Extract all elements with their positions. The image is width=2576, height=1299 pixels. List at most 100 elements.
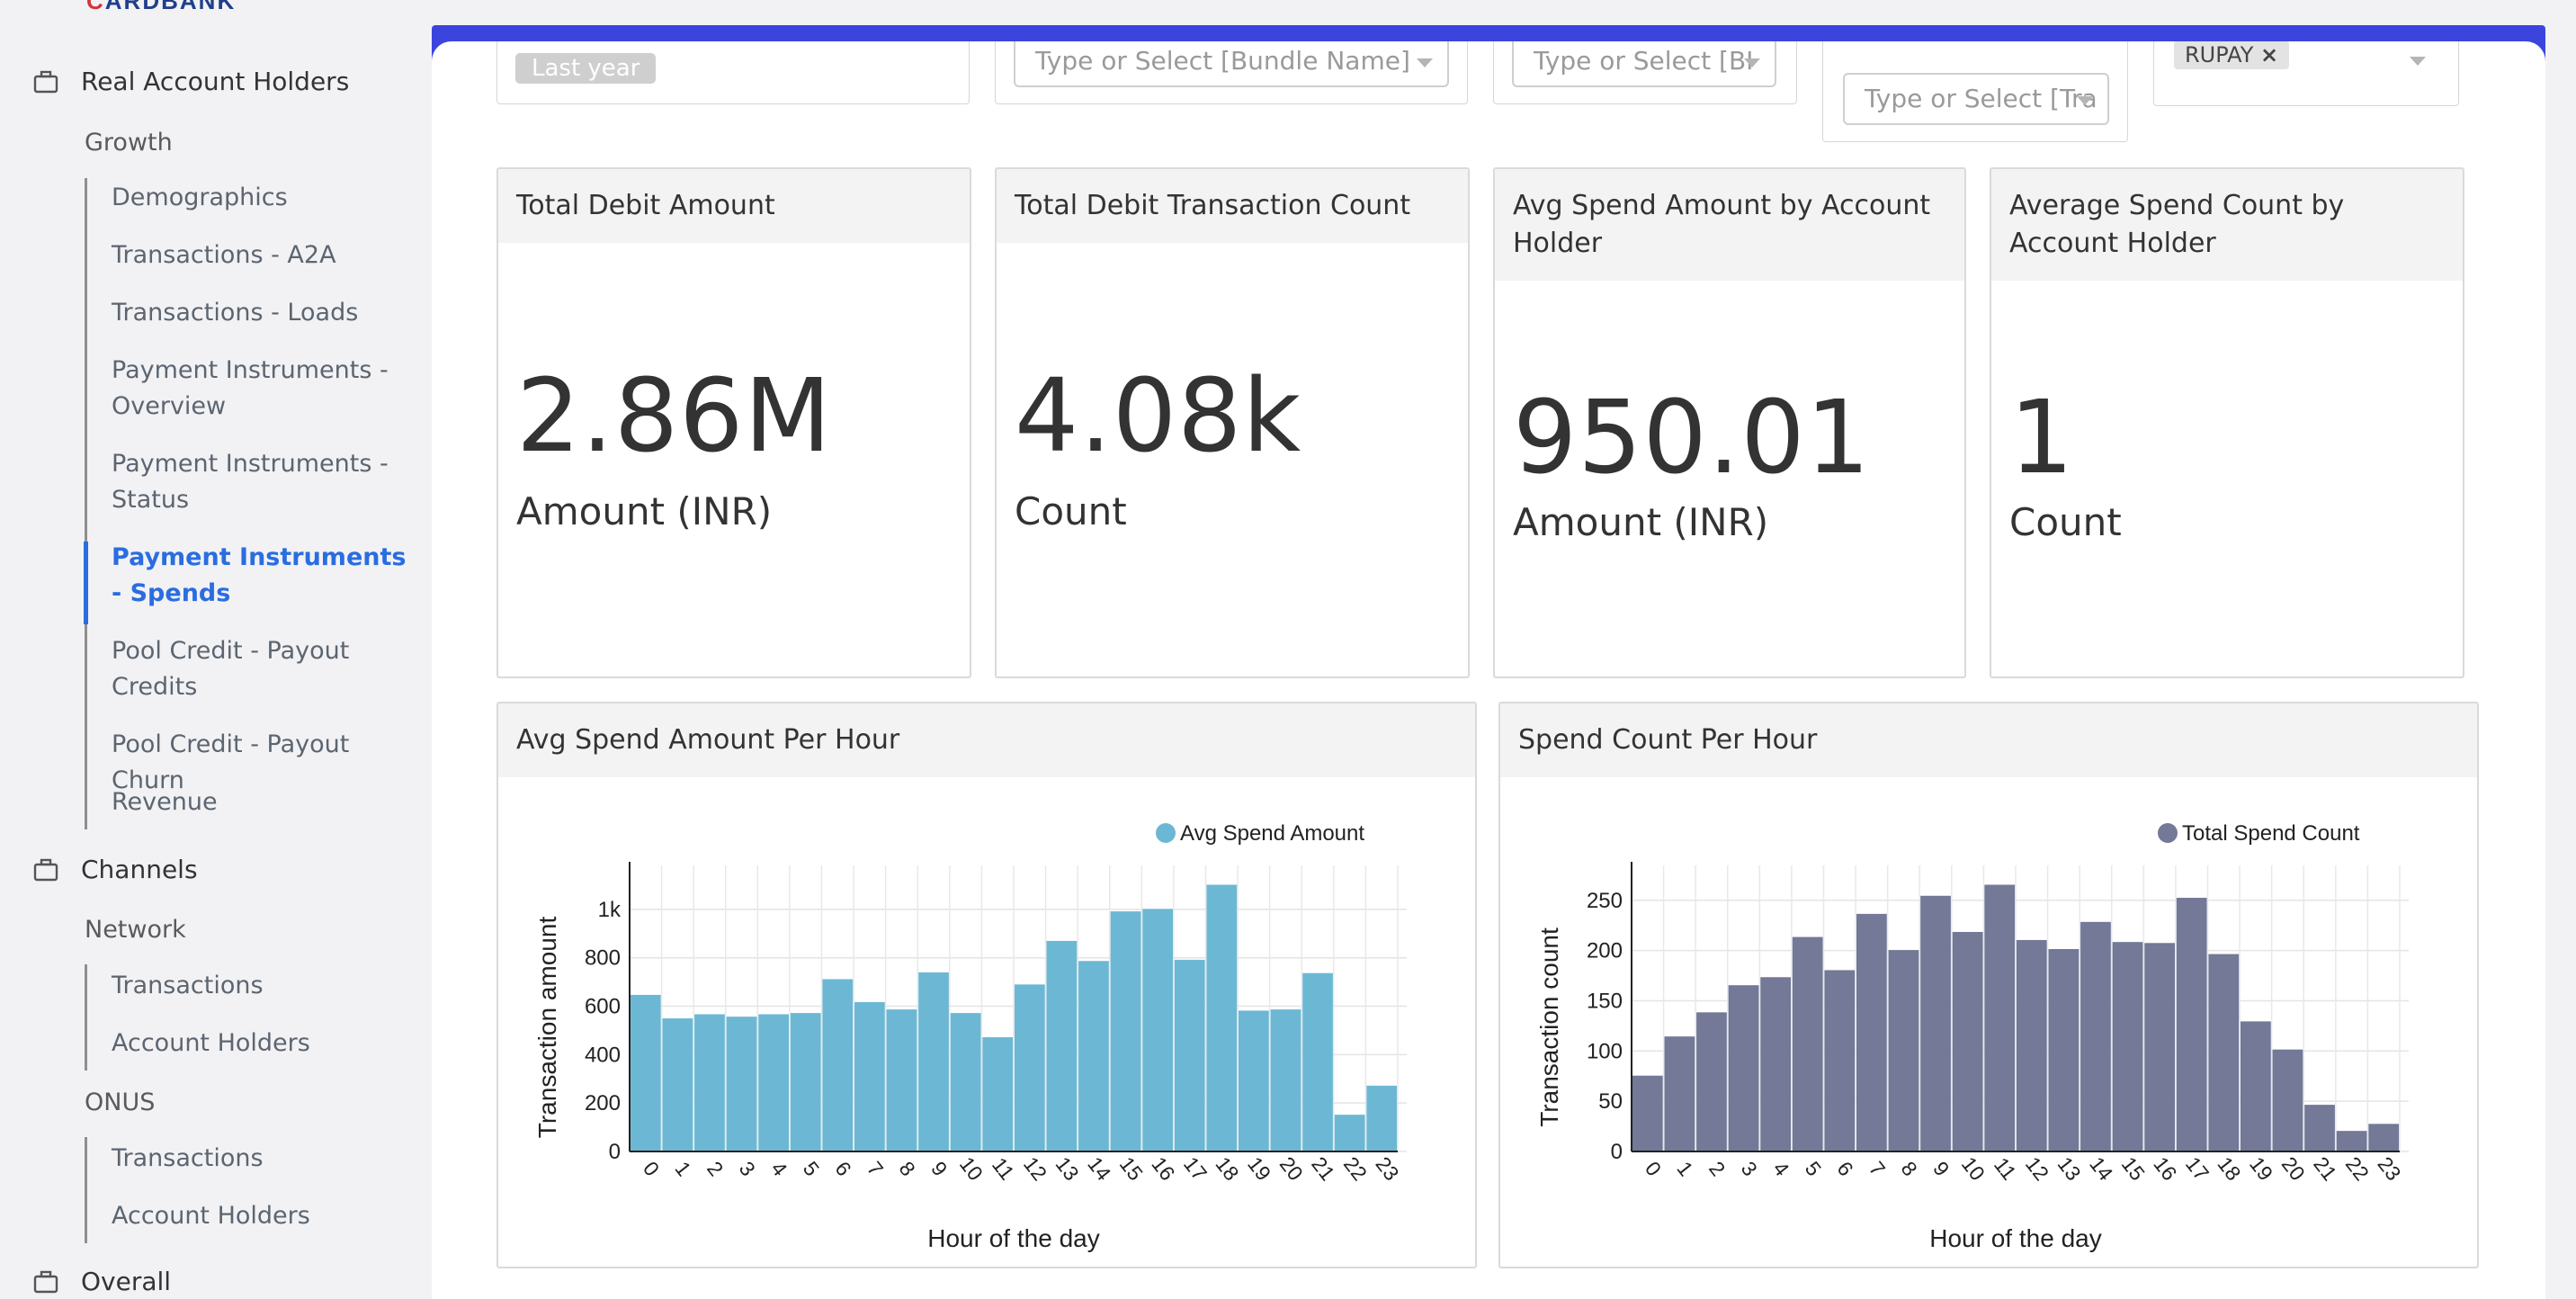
x-tick-label: 5 (1801, 1157, 1826, 1180)
x-tick-label: 4 (1768, 1157, 1793, 1180)
bar (1014, 984, 1045, 1152)
x-tick-label: 21 (2309, 1152, 2341, 1185)
sidebar-item-network-account-holders[interactable]: Account Holders (112, 1029, 310, 1057)
bar (1142, 909, 1173, 1152)
bar (2080, 921, 2111, 1152)
briefcase-icon (33, 1270, 58, 1293)
sidebar-section-label: Channels (81, 855, 198, 884)
bar (918, 972, 949, 1152)
kpi-unit: Count (2009, 500, 2122, 544)
filter-4-select[interactable]: Type or Select [Tra (1843, 73, 2109, 125)
kpi-value: 2.86M (516, 358, 833, 475)
y-tick-label: 400 (585, 1043, 621, 1067)
kpi-title: Total Debit Amount (498, 169, 970, 243)
sidebar-tree-line (84, 178, 88, 829)
filter-5-select[interactable]: RUPAY × (2174, 41, 2440, 87)
x-tick-label: 4 (766, 1157, 792, 1180)
bar (1760, 977, 1791, 1152)
x-tick-label: 14 (1083, 1152, 1115, 1185)
sidebar-item-onus-transactions[interactable]: Transactions (112, 1144, 264, 1172)
x-tick-label: 17 (1179, 1152, 1212, 1185)
time-range-chip[interactable]: Last year (515, 53, 657, 84)
sidebar-group-growth[interactable]: Growth (85, 129, 173, 157)
x-tick-label: 7 (863, 1157, 888, 1180)
bar (1270, 1009, 1301, 1152)
sidebar-section-overall[interactable]: Overall (32, 1267, 171, 1296)
bar (1856, 913, 1887, 1152)
x-tick-label: 12 (1019, 1152, 1051, 1185)
bar (1366, 1085, 1398, 1152)
bar (1888, 950, 1919, 1152)
bar (1632, 1075, 1663, 1152)
sidebar-tree-line (85, 1137, 87, 1243)
bar (1696, 1012, 1727, 1152)
sidebar-item-network-transactions[interactable]: Transactions (112, 972, 264, 999)
x-axis-label: Hour of the day (1929, 1224, 2101, 1252)
bar (758, 1014, 789, 1152)
sidebar-item-payment-instruments-status[interactable]: Payment Instruments - Status (112, 450, 389, 514)
x-tick-label: 19 (2245, 1152, 2277, 1185)
sidebar-item-transactions-loads[interactable]: Transactions - Loads (112, 299, 359, 327)
briefcase-icon (33, 70, 58, 93)
sidebar-item-pool-credit-payout-churn[interactable]: Pool Credit - Payout Churn (112, 730, 350, 794)
kpi-avg-spend-amount: Avg Spend Amount by Account Holder 950.0… (1493, 167, 1966, 678)
chart-title: Avg Spend Amount Per Hour (498, 703, 1475, 777)
sidebar-item-pool-credit-payout-credits[interactable]: Pool Credit - Payout Credits (112, 637, 350, 701)
active-indicator (84, 542, 88, 624)
logo[interactable]: CARDBANK (86, 0, 237, 14)
bar (2272, 1049, 2303, 1152)
x-tick-label: 6 (1832, 1157, 1857, 1180)
legend-label: Avg Spend Amount (1180, 821, 1364, 846)
bar (1302, 972, 1333, 1152)
filter-5: RUPAY × (2153, 41, 2459, 106)
bundle-name-select[interactable]: Type or Select [Bundle Name] (1014, 41, 1449, 87)
filter-3-select[interactable]: Type or Select [BI (1512, 41, 1776, 87)
bar (2112, 942, 2143, 1152)
sidebar-item-demographics[interactable]: Demographics (112, 184, 288, 211)
sidebar-item-payment-instruments-overview[interactable]: Payment Instruments - Overview (112, 356, 389, 420)
y-tick-label: 200 (585, 1091, 621, 1115)
bar (662, 1018, 693, 1152)
bar (790, 1013, 821, 1152)
legend-marker (1156, 823, 1176, 843)
briefcase-icon (33, 858, 58, 881)
kpi-title: Total Debit Transaction Count (997, 169, 1468, 243)
chevron-down-icon (1744, 58, 1760, 67)
sidebar-item-payment-instruments-spends[interactable]: Payment Instruments - Spends (112, 543, 407, 607)
sidebar-item-revenue[interactable]: Revenue (112, 788, 218, 816)
bar (1792, 936, 1823, 1152)
y-tick-label: 1k (598, 898, 622, 922)
close-icon[interactable]: × (2260, 42, 2279, 67)
bar (630, 994, 661, 1152)
bar (1174, 959, 1205, 1152)
chart-card-spend-count: Spend Count Per Hour Total Spend Count 0 5… (1498, 702, 2479, 1268)
x-tick-label: 0 (639, 1157, 664, 1180)
bar (1952, 931, 1983, 1152)
y-tick-label: 100 (1587, 1039, 1623, 1063)
x-tick-label: 22 (1339, 1152, 1372, 1185)
x-tick-label: 10 (955, 1152, 988, 1185)
x-tick-label: 23 (2373, 1152, 2405, 1185)
kpi-total-debit-transaction-count: Total Debit Transaction Count 4.08k Coun… (995, 167, 1470, 678)
sidebar-group-onus[interactable]: ONUS (85, 1088, 156, 1116)
bar (1110, 911, 1141, 1152)
sidebar: CARDBANK Real Account Holders Growth Dem… (0, 0, 430, 1299)
sidebar-item-transactions-a2a[interactable]: Transactions - A2A (112, 241, 336, 269)
sidebar-section-channels[interactable]: Channels (32, 855, 198, 884)
chevron-down-icon (2077, 96, 2093, 105)
y-tick-label: 0 (1611, 1140, 1623, 1164)
x-tick-label: 16 (2149, 1152, 2181, 1185)
sidebar-group-network[interactable]: Network (85, 916, 186, 944)
x-tick-label: 6 (830, 1157, 855, 1180)
bar (1078, 961, 1109, 1152)
y-tick-label: 0 (609, 1140, 621, 1164)
bar (1239, 1010, 1269, 1152)
bar (982, 1037, 1014, 1152)
filter-4: Type or Select [Tra (1822, 41, 2128, 142)
sidebar-item-onus-account-holders[interactable]: Account Holders (112, 1202, 310, 1230)
sidebar-section-real-account-holders[interactable]: Real Account Holders (32, 67, 349, 96)
x-tick-label: 15 (2117, 1152, 2150, 1185)
kpi-unit: Amount (INR) (1513, 500, 1769, 544)
rupay-tag[interactable]: RUPAY × (2174, 41, 2290, 69)
